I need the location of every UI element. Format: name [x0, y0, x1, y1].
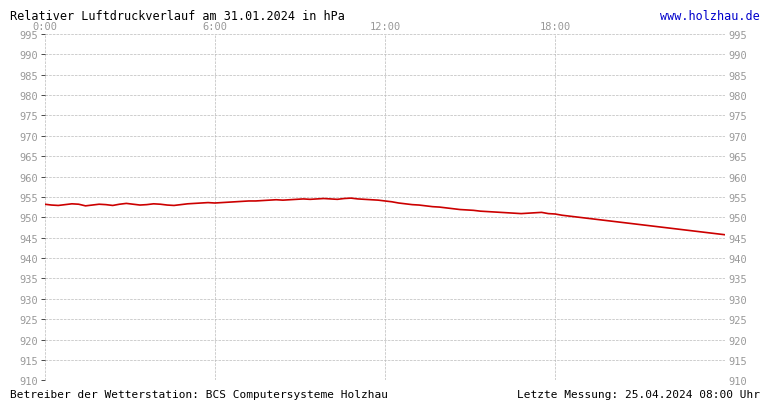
Text: www.holzhau.de: www.holzhau.de [660, 10, 760, 23]
Text: Relativer Luftdruckverlauf am 31.01.2024 in hPa: Relativer Luftdruckverlauf am 31.01.2024… [10, 10, 345, 23]
Text: Betreiber der Wetterstation: BCS Computersysteme Holzhau: Betreiber der Wetterstation: BCS Compute… [10, 389, 388, 399]
Text: Letzte Messung: 25.04.2024 08:00 Uhr: Letzte Messung: 25.04.2024 08:00 Uhr [517, 389, 760, 399]
